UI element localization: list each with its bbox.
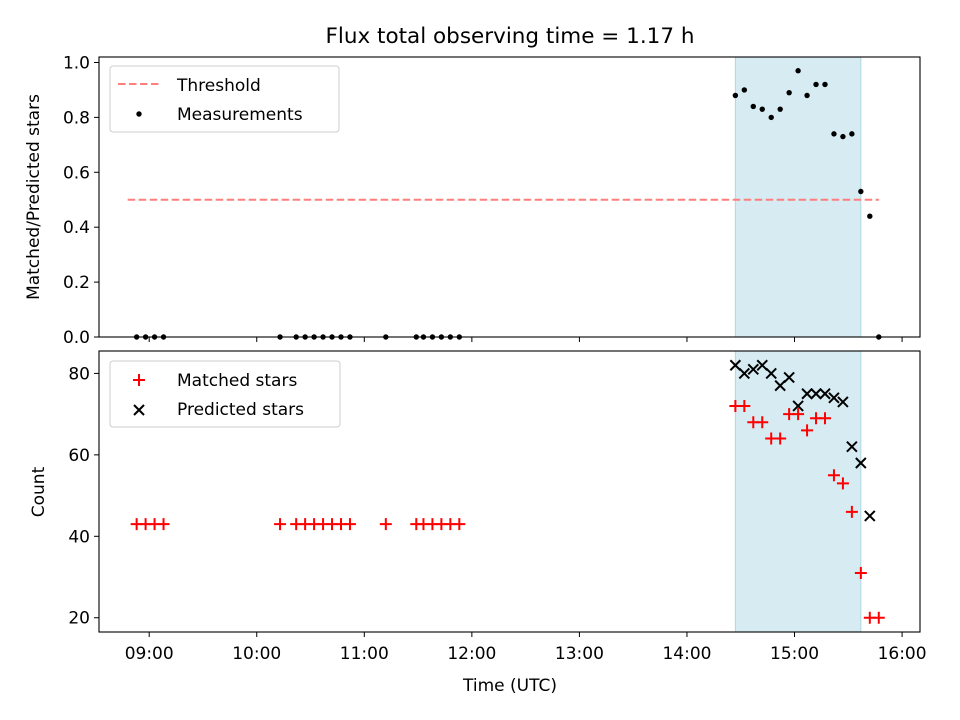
predicted-star-point — [756, 359, 768, 371]
predicted-star-point — [855, 457, 867, 469]
top-y-ticks: 0.0 0.2 0.4 0.6 0.8 1.0 — [63, 53, 99, 348]
bottom-xtick-label: 13:00 — [555, 644, 604, 664]
matched-star-point — [453, 518, 466, 531]
bottom-panel: 20 40 60 80 09:00 10:00 11:00 12:00 13:00 14:00 1… — [29, 350, 927, 696]
legend-measurement-label: Measurements — [177, 105, 303, 125]
top-ytick-label: 0.4 — [63, 218, 90, 238]
predicted-star-point — [747, 363, 759, 376]
matched-star-point — [818, 412, 831, 425]
matched-star-point — [792, 408, 805, 421]
bottom-xtick-label: 09:00 — [125, 644, 174, 664]
top-x-ticks — [148, 337, 903, 342]
top-ytick-label: 0.8 — [63, 108, 90, 128]
predicted-star-point — [864, 510, 876, 522]
measurement-point — [867, 213, 873, 219]
measurement-point — [741, 87, 748, 93]
bottom-highlight-span — [734, 350, 862, 633]
predicted-star-point — [738, 367, 751, 380]
measurement-point — [813, 81, 819, 88]
matched-star-point — [343, 518, 356, 531]
measurement-point — [831, 131, 837, 137]
predicted-star-point — [846, 440, 858, 453]
matched-star-point — [738, 399, 751, 412]
matched-stars-points — [130, 399, 885, 624]
chart-title: Flux total observing time = 1.17 h — [326, 24, 695, 49]
predicted-star-point — [783, 371, 795, 384]
matched-star-point — [157, 518, 170, 531]
matched-star-point — [845, 505, 858, 518]
bottom-ytick-label: 60 — [68, 446, 90, 466]
top-ytick-label: 0.0 — [63, 328, 90, 348]
top-axes-frame — [98, 56, 921, 338]
measurement-point — [750, 103, 756, 110]
measurement-point — [840, 133, 846, 140]
predicted-star-point — [729, 359, 742, 371]
predicted-star-point — [819, 388, 831, 400]
bottom-x-ticks: 09:00 10:00 11:00 12:00 13:00 14:00 15:00 16:00 — [125, 632, 927, 664]
measurement-point — [732, 92, 739, 99]
top-ytick-label: 0.6 — [63, 163, 90, 183]
measurement-point — [822, 81, 828, 88]
legend-predicted-swatch — [133, 404, 145, 416]
bottom-xtick-label: 10:00 — [232, 644, 281, 664]
legend-measurement-swatch — [136, 111, 142, 117]
top-ylabel: Matched/Predicted stars — [24, 94, 44, 300]
matched-star-point — [836, 477, 849, 490]
top-legend: Threshold Measurements — [109, 65, 340, 133]
measurement-point — [795, 68, 801, 74]
legend-predicted-label: Predicted stars — [177, 400, 304, 420]
measurement-point — [786, 89, 792, 96]
matched-star-point — [756, 416, 769, 429]
bottom-ytick-label: 40 — [68, 527, 90, 547]
legend-matched-label: Matched stars — [177, 371, 297, 391]
predicted-stars-points — [729, 359, 876, 522]
bottom-xtick-label: 16:00 — [878, 644, 927, 664]
matched-star-point — [827, 469, 840, 482]
bottom-ytick-label: 20 — [68, 609, 90, 629]
matched-star-point — [274, 518, 287, 531]
predicted-star-point — [801, 388, 813, 400]
bottom-legend: Matched stars Predicted stars — [109, 360, 341, 428]
predicted-star-point — [792, 400, 804, 412]
bottom-ytick-label: 80 — [68, 364, 90, 384]
bottom-xtick-label: 14:00 — [662, 644, 711, 664]
top-highlight-span — [734, 56, 862, 338]
bottom-ylabel: Count — [29, 466, 49, 517]
predicted-star-point — [837, 396, 849, 408]
bottom-xtick-label: 12:00 — [447, 644, 496, 664]
bottom-axes-frame — [98, 350, 921, 633]
matched-star-point — [801, 424, 814, 437]
measurement-point — [759, 106, 765, 112]
legend-matched-swatch — [133, 374, 145, 386]
measurement-point — [777, 106, 783, 112]
measurement-point — [858, 188, 864, 195]
matched-star-point — [854, 566, 867, 579]
measurement-point — [849, 131, 855, 137]
matched-star-point — [872, 611, 885, 624]
bottom-xtick-label: 15:00 — [770, 644, 819, 664]
predicted-star-point — [765, 367, 777, 380]
bottom-y-ticks: 20 40 60 80 — [68, 364, 99, 629]
predicted-star-point — [774, 379, 786, 392]
top-panel: 0.0 0.2 0.4 0.6 0.8 1.0 Matched/Predicted sta… — [24, 53, 921, 348]
top-ytick-label: 1.0 — [63, 53, 90, 73]
matched-star-point — [379, 518, 392, 531]
bottom-xtick-label: 11:00 — [340, 644, 389, 664]
x-axis-label: Time (UTC) — [462, 676, 557, 696]
legend-threshold-label: Threshold — [176, 76, 261, 96]
top-legend-box — [109, 65, 340, 133]
predicted-star-point — [828, 392, 840, 404]
top-ytick-label: 0.2 — [63, 273, 90, 293]
predicted-star-point — [810, 388, 822, 400]
bottom-legend-box — [109, 360, 341, 428]
measurement-point — [804, 92, 810, 99]
measurement-point — [768, 114, 774, 121]
matched-star-point — [774, 432, 787, 445]
